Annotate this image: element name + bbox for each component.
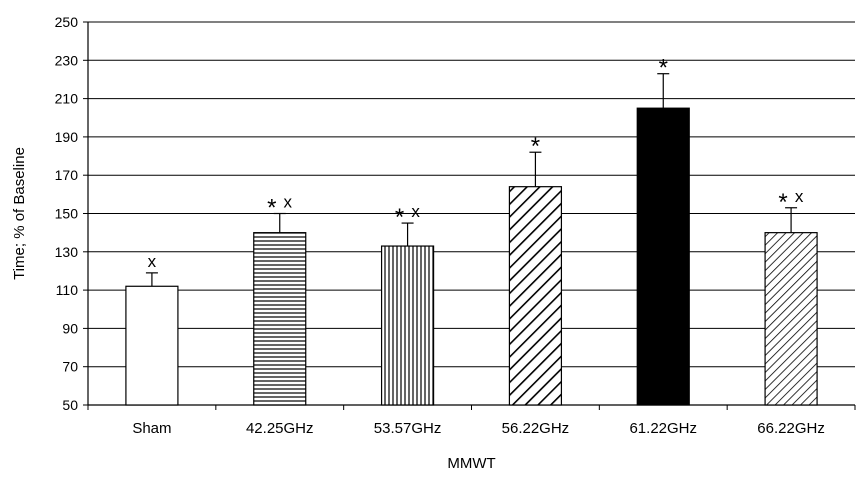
y-axis-title: Time; % of Baseline	[11, 147, 28, 280]
x-tick-label: 56.22GHz	[502, 420, 570, 437]
x-tick-label: Sham	[132, 420, 171, 437]
bar-66.22GHz	[764, 232, 818, 406]
significance-asterisk: *	[267, 195, 276, 222]
x-tick-label: 53.57GHz	[374, 420, 442, 437]
bars	[125, 73, 818, 406]
gridlines	[88, 21, 855, 368]
y-tick-label: 250	[55, 14, 79, 30]
y-tick-label: 230	[55, 52, 79, 68]
significance-asterisk: *	[778, 189, 787, 216]
significance-asterisk: *	[395, 204, 404, 231]
y-tick-label: 210	[55, 91, 79, 107]
bar-42.25GHz	[253, 232, 307, 406]
y-tick-label: 170	[55, 167, 79, 183]
significance-asterisk: *	[659, 55, 668, 82]
axes	[83, 21, 856, 410]
significance-asterisk: *	[531, 133, 540, 160]
y-tick-label: 190	[55, 129, 79, 145]
bar-61.22GHz	[636, 107, 690, 406]
y-tick-label: 130	[55, 244, 79, 260]
significance-x: x	[148, 252, 157, 271]
significance-x: x	[795, 187, 804, 206]
y-tick-label: 70	[62, 359, 78, 375]
significance-x: x	[284, 193, 293, 212]
significance-x: x	[411, 202, 420, 221]
labels: 50 70 90 110 130 150 170 190 210 230 250 Sham x 42.25…	[55, 14, 825, 437]
bar-56.22GHz	[508, 186, 563, 406]
y-tick-label: 110	[56, 282, 79, 298]
x-tick-label: 61.22GHz	[629, 420, 697, 437]
x-tick-label: 66.22GHz	[757, 420, 825, 437]
x-axis-title: MMWT	[447, 455, 495, 472]
y-tick-label: 150	[55, 206, 79, 222]
y-tick-label: 50	[62, 397, 78, 413]
bar-53.57GHz	[380, 245, 435, 406]
y-tick-label: 90	[62, 320, 78, 336]
bar-Sham	[125, 285, 179, 406]
x-tick-label: 42.25GHz	[246, 420, 314, 437]
